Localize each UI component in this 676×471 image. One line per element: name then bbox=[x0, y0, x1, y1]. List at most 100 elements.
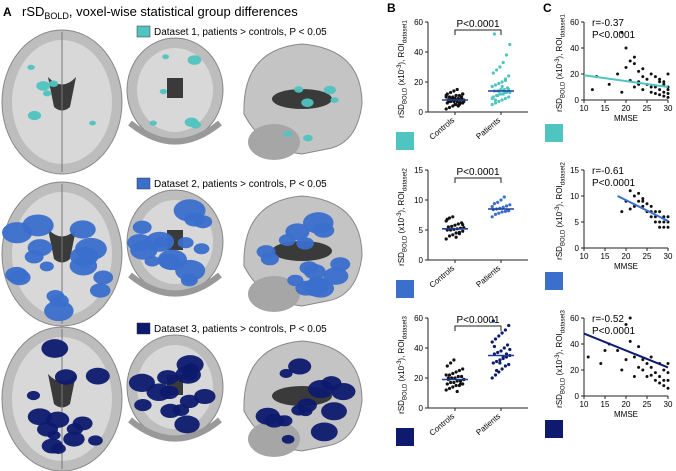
b-ytick-label: 15 bbox=[414, 166, 423, 175]
c-ylabel-part: ), ROI bbox=[555, 37, 564, 58]
c-data-point bbox=[649, 72, 653, 76]
activation-cluster bbox=[63, 431, 85, 447]
c-data-point bbox=[632, 62, 636, 66]
c-ytick-label: 10 bbox=[570, 192, 579, 201]
b-data-point bbox=[447, 373, 452, 377]
b-data-point bbox=[450, 224, 454, 228]
b-data-point bbox=[490, 102, 494, 107]
b-ylabel-part: ), ROI bbox=[397, 339, 406, 360]
activation-cluster bbox=[287, 274, 304, 287]
b-data-point bbox=[495, 359, 499, 364]
b-data-point bbox=[501, 205, 505, 209]
brain-row-2: Dataset 2, patients > controls, P < 0.05 bbox=[1, 177, 363, 327]
activation-cluster bbox=[306, 276, 329, 293]
c-data-point bbox=[658, 375, 662, 378]
b-data-point bbox=[500, 84, 504, 89]
b-ytick-label: 0 bbox=[419, 108, 424, 117]
c-data-point bbox=[645, 77, 649, 81]
b-data-point bbox=[498, 65, 502, 69]
activation-cluster bbox=[303, 264, 326, 280]
b-data-point bbox=[455, 389, 459, 394]
c-data-point bbox=[649, 204, 653, 208]
c-data-point bbox=[637, 199, 641, 203]
b-data-point bbox=[445, 382, 449, 386]
c-ytick-label: 0 bbox=[575, 392, 580, 401]
c-data-point bbox=[637, 345, 641, 349]
b-data-point bbox=[503, 96, 507, 101]
c-xtick-label: 25 bbox=[643, 400, 652, 409]
c-data-point bbox=[603, 349, 607, 352]
legend-swatch bbox=[136, 322, 151, 335]
b-pvalue: P<0.0001 bbox=[456, 315, 500, 326]
c-data-point bbox=[662, 225, 666, 229]
b-data-point bbox=[507, 323, 511, 328]
activation-cluster bbox=[179, 394, 199, 409]
b-ytick-label: 20 bbox=[414, 78, 423, 87]
b-data-point bbox=[449, 380, 453, 385]
activation-cluster bbox=[36, 81, 51, 91]
c-data-point bbox=[653, 75, 657, 79]
activation-cluster bbox=[44, 300, 74, 322]
c-regression-line bbox=[583, 332, 669, 369]
b-data-point bbox=[447, 234, 452, 238]
c-ytick-label: 60 bbox=[570, 314, 579, 323]
c-xtick-label: 10 bbox=[580, 104, 589, 113]
activation-cluster bbox=[321, 402, 347, 421]
c-ylabel-part: dataset2 bbox=[561, 162, 567, 186]
activation-cluster bbox=[175, 365, 201, 384]
b-ylabel-part: BOLD bbox=[403, 87, 409, 104]
b-ylabel: rSDBOLD (x10-3), ROIdataset1 bbox=[397, 20, 409, 118]
b-ylabel-part: ), ROI bbox=[397, 43, 406, 64]
b-data-point bbox=[444, 237, 448, 241]
c-data-point bbox=[632, 375, 636, 378]
b-data-point bbox=[499, 92, 503, 96]
b-ytick-label: 5 bbox=[419, 226, 424, 235]
c-data-point bbox=[637, 365, 641, 369]
panel-letter-c: C bbox=[543, 1, 552, 15]
c-r-value: r=-0.52 bbox=[592, 314, 624, 325]
activation-cluster bbox=[296, 237, 314, 250]
c-data-point bbox=[645, 202, 649, 206]
b-data-point bbox=[508, 203, 512, 207]
activation-cluster bbox=[330, 257, 351, 272]
b-data-point bbox=[446, 225, 450, 229]
c-ytick-label: 0 bbox=[575, 96, 580, 105]
brain-cerebellum bbox=[128, 120, 222, 145]
activation-cluster bbox=[303, 134, 313, 142]
b-data-point bbox=[452, 358, 456, 362]
activation-cluster bbox=[93, 270, 114, 285]
b-color-swatch bbox=[396, 428, 414, 446]
c-xtick-label: 15 bbox=[601, 400, 610, 409]
activation-cluster bbox=[89, 283, 111, 298]
b-ylabel-part: -3 bbox=[397, 360, 403, 366]
b-data-point bbox=[496, 200, 500, 204]
c-data-point bbox=[628, 189, 632, 193]
brain-sagittal-ventricle bbox=[272, 89, 332, 109]
c-data-point bbox=[641, 199, 645, 203]
c-xlabel: MMSE bbox=[614, 410, 638, 419]
c-data-point bbox=[666, 225, 670, 229]
b-data-point bbox=[451, 385, 455, 389]
activation-cluster bbox=[159, 88, 168, 95]
b-data-point bbox=[461, 223, 465, 227]
b-data-point bbox=[444, 107, 448, 111]
c-data-point bbox=[637, 191, 641, 195]
c-data-point bbox=[649, 215, 653, 219]
c-data-point bbox=[653, 210, 657, 214]
activation-cluster bbox=[162, 54, 170, 60]
c-data-point bbox=[649, 85, 653, 89]
b-data-point bbox=[451, 371, 455, 376]
c-data-point bbox=[628, 339, 632, 343]
c-ylabel-part: -3 bbox=[555, 206, 561, 212]
b-data-point bbox=[492, 202, 496, 206]
activation-cluster bbox=[46, 411, 70, 428]
b-significance-bracket bbox=[454, 29, 502, 35]
c-color-swatch bbox=[545, 420, 563, 438]
activation-cluster bbox=[54, 369, 78, 385]
c-data-point bbox=[658, 93, 662, 97]
legend-swatch bbox=[136, 177, 151, 190]
b-ylabel-part: (x10 bbox=[397, 69, 406, 87]
b-data-point bbox=[491, 361, 495, 365]
b-ylabel-part: ), ROI bbox=[397, 191, 406, 212]
